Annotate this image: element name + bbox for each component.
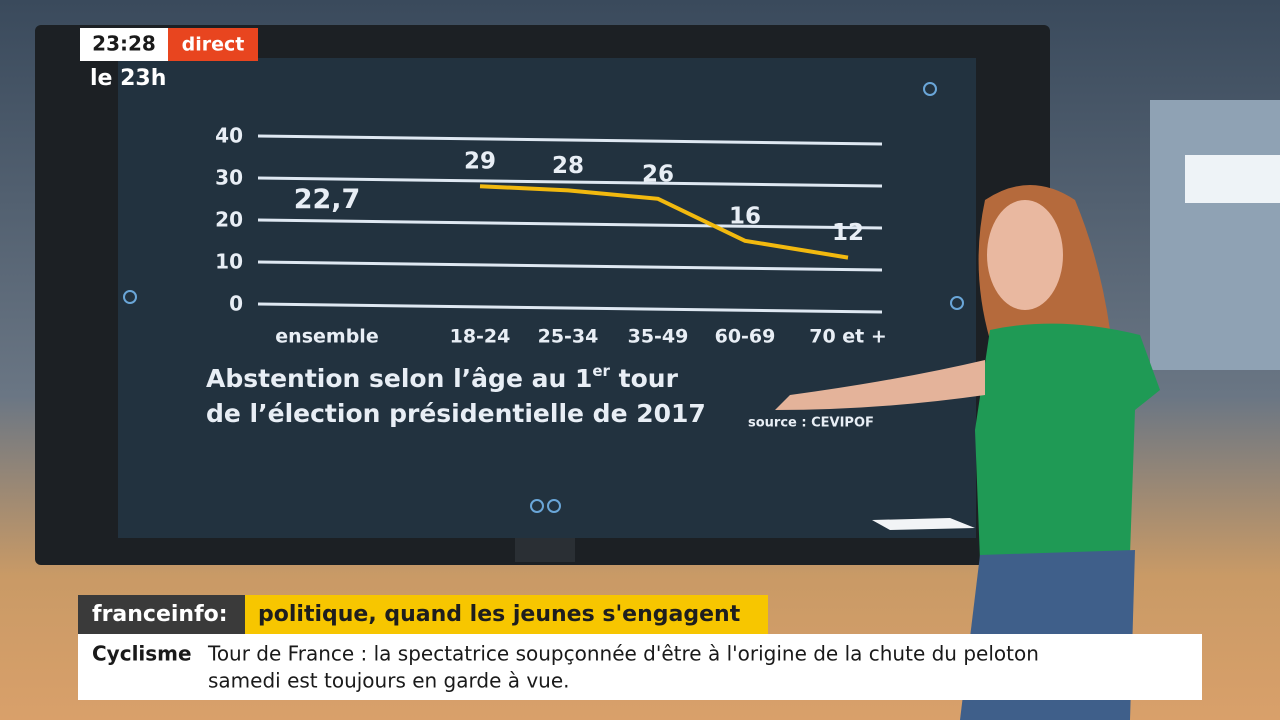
ticker-line: Tour de France : la spectatrice soupçonn… <box>207 642 1039 666</box>
x-tick-label: 35-49 <box>628 326 689 348</box>
ticker-topic: Cyclisme <box>92 642 192 666</box>
program-name: le 23h <box>90 66 166 91</box>
line <box>479 184 849 260</box>
studio-window <box>1150 100 1280 370</box>
y-tick-label: 20 <box>215 208 243 232</box>
x-tick-label: 25-34 <box>538 326 599 348</box>
y-tick-label: 10 <box>215 250 243 274</box>
ticker-line: samedi est toujours en garde à vue. <box>208 669 570 693</box>
screen-icon <box>123 290 137 304</box>
x-tick-label: 60-69 <box>715 326 776 348</box>
data-label: 16 <box>729 203 761 229</box>
chart-source: source : CEVIPOF <box>748 416 874 431</box>
chart-title: Abstention selon l’âge au 1er tour <box>206 362 679 394</box>
headline-box <box>245 595 768 634</box>
overall-label: 22,7 <box>294 184 361 215</box>
presenter-papers <box>872 518 975 530</box>
presenter-arm <box>775 360 985 410</box>
data-label: 29 <box>464 149 496 175</box>
screen-icon <box>530 499 544 513</box>
headline: politique, quand les jeunes s'engagent <box>258 602 741 627</box>
chart-title-part: Abstention selon l’âge au 1 <box>206 364 592 393</box>
screen <box>118 58 976 538</box>
chart-title-part: tour <box>610 364 679 393</box>
data-label: 26 <box>642 161 674 187</box>
screen-icon <box>950 296 964 310</box>
clock: 23:28 <box>92 32 156 56</box>
data-label: 28 <box>552 153 584 179</box>
y-tick-label: 0 <box>229 292 243 316</box>
data-label: 12 <box>832 220 864 246</box>
y-tick-label: 40 <box>215 124 243 148</box>
grid-line <box>257 134 883 146</box>
chart-title: de l’élection présidentielle de 2017 <box>206 399 706 428</box>
x-tick-label: 70 et + <box>809 326 887 348</box>
ticker-box <box>78 634 1202 700</box>
grid-line <box>257 260 883 272</box>
studio-light <box>1185 155 1280 203</box>
presenter-top <box>975 323 1160 560</box>
presenter-face <box>987 200 1063 310</box>
brand-box <box>78 595 245 634</box>
grid-line <box>257 302 883 314</box>
live-label: direct <box>182 34 245 56</box>
screen-icon <box>923 82 937 96</box>
clock-box <box>80 28 168 61</box>
grid-line <box>257 218 883 230</box>
screen-icon <box>547 499 561 513</box>
x-tick-label: ensemble <box>275 326 378 348</box>
chart: 0 10 20 30 40 ensemble 18-24 25-34 35-49 60-69 70 … <box>215 124 887 348</box>
live-box <box>168 28 258 61</box>
chart-title-sup: er <box>592 362 610 380</box>
brand: franceinfo: <box>92 602 228 627</box>
x-tick-label: 18-24 <box>450 326 511 348</box>
screen-stand <box>515 538 575 562</box>
y-tick-label: 30 <box>215 166 243 190</box>
grid-line <box>257 176 883 188</box>
